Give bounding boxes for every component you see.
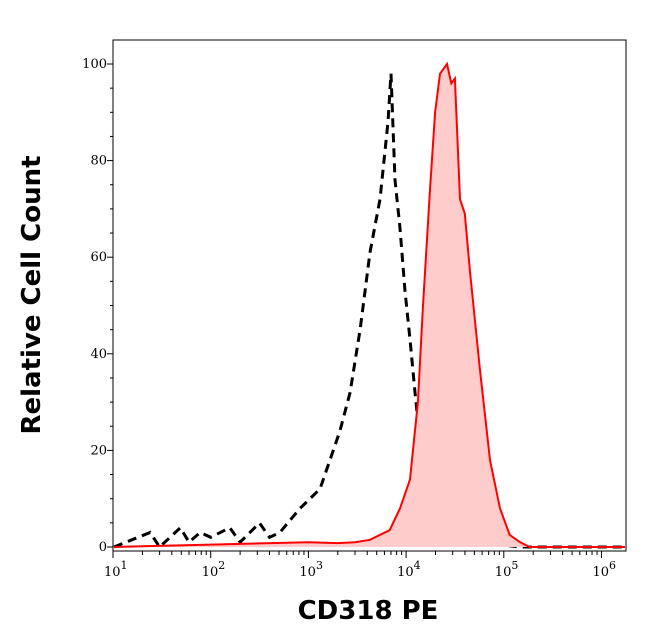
y-tick-label: 20 [90, 443, 107, 458]
series-fill [114, 64, 625, 547]
x-tick-label: 103 [299, 559, 323, 580]
series-line-control [113, 73, 625, 550]
x-tick-label: 105 [495, 559, 519, 580]
y-tick-label: 60 [90, 250, 107, 265]
y-tick-label: 80 [90, 154, 107, 169]
x-tick-label: 102 [202, 559, 226, 580]
plot-frame [112, 39, 627, 552]
y-axis-label: Relative Cell Count [17, 155, 47, 434]
y-tick-label: 0 [99, 540, 107, 555]
x-axis-label: CD318 PE [298, 596, 439, 626]
series-line-stained [113, 61, 625, 548]
x-tick-label: 104 [397, 559, 421, 580]
y-tick-label: 100 [82, 57, 107, 72]
x-tick-label: 101 [104, 559, 128, 580]
y-tick-label: 40 [90, 347, 107, 362]
x-tick-label: 106 [593, 559, 617, 580]
